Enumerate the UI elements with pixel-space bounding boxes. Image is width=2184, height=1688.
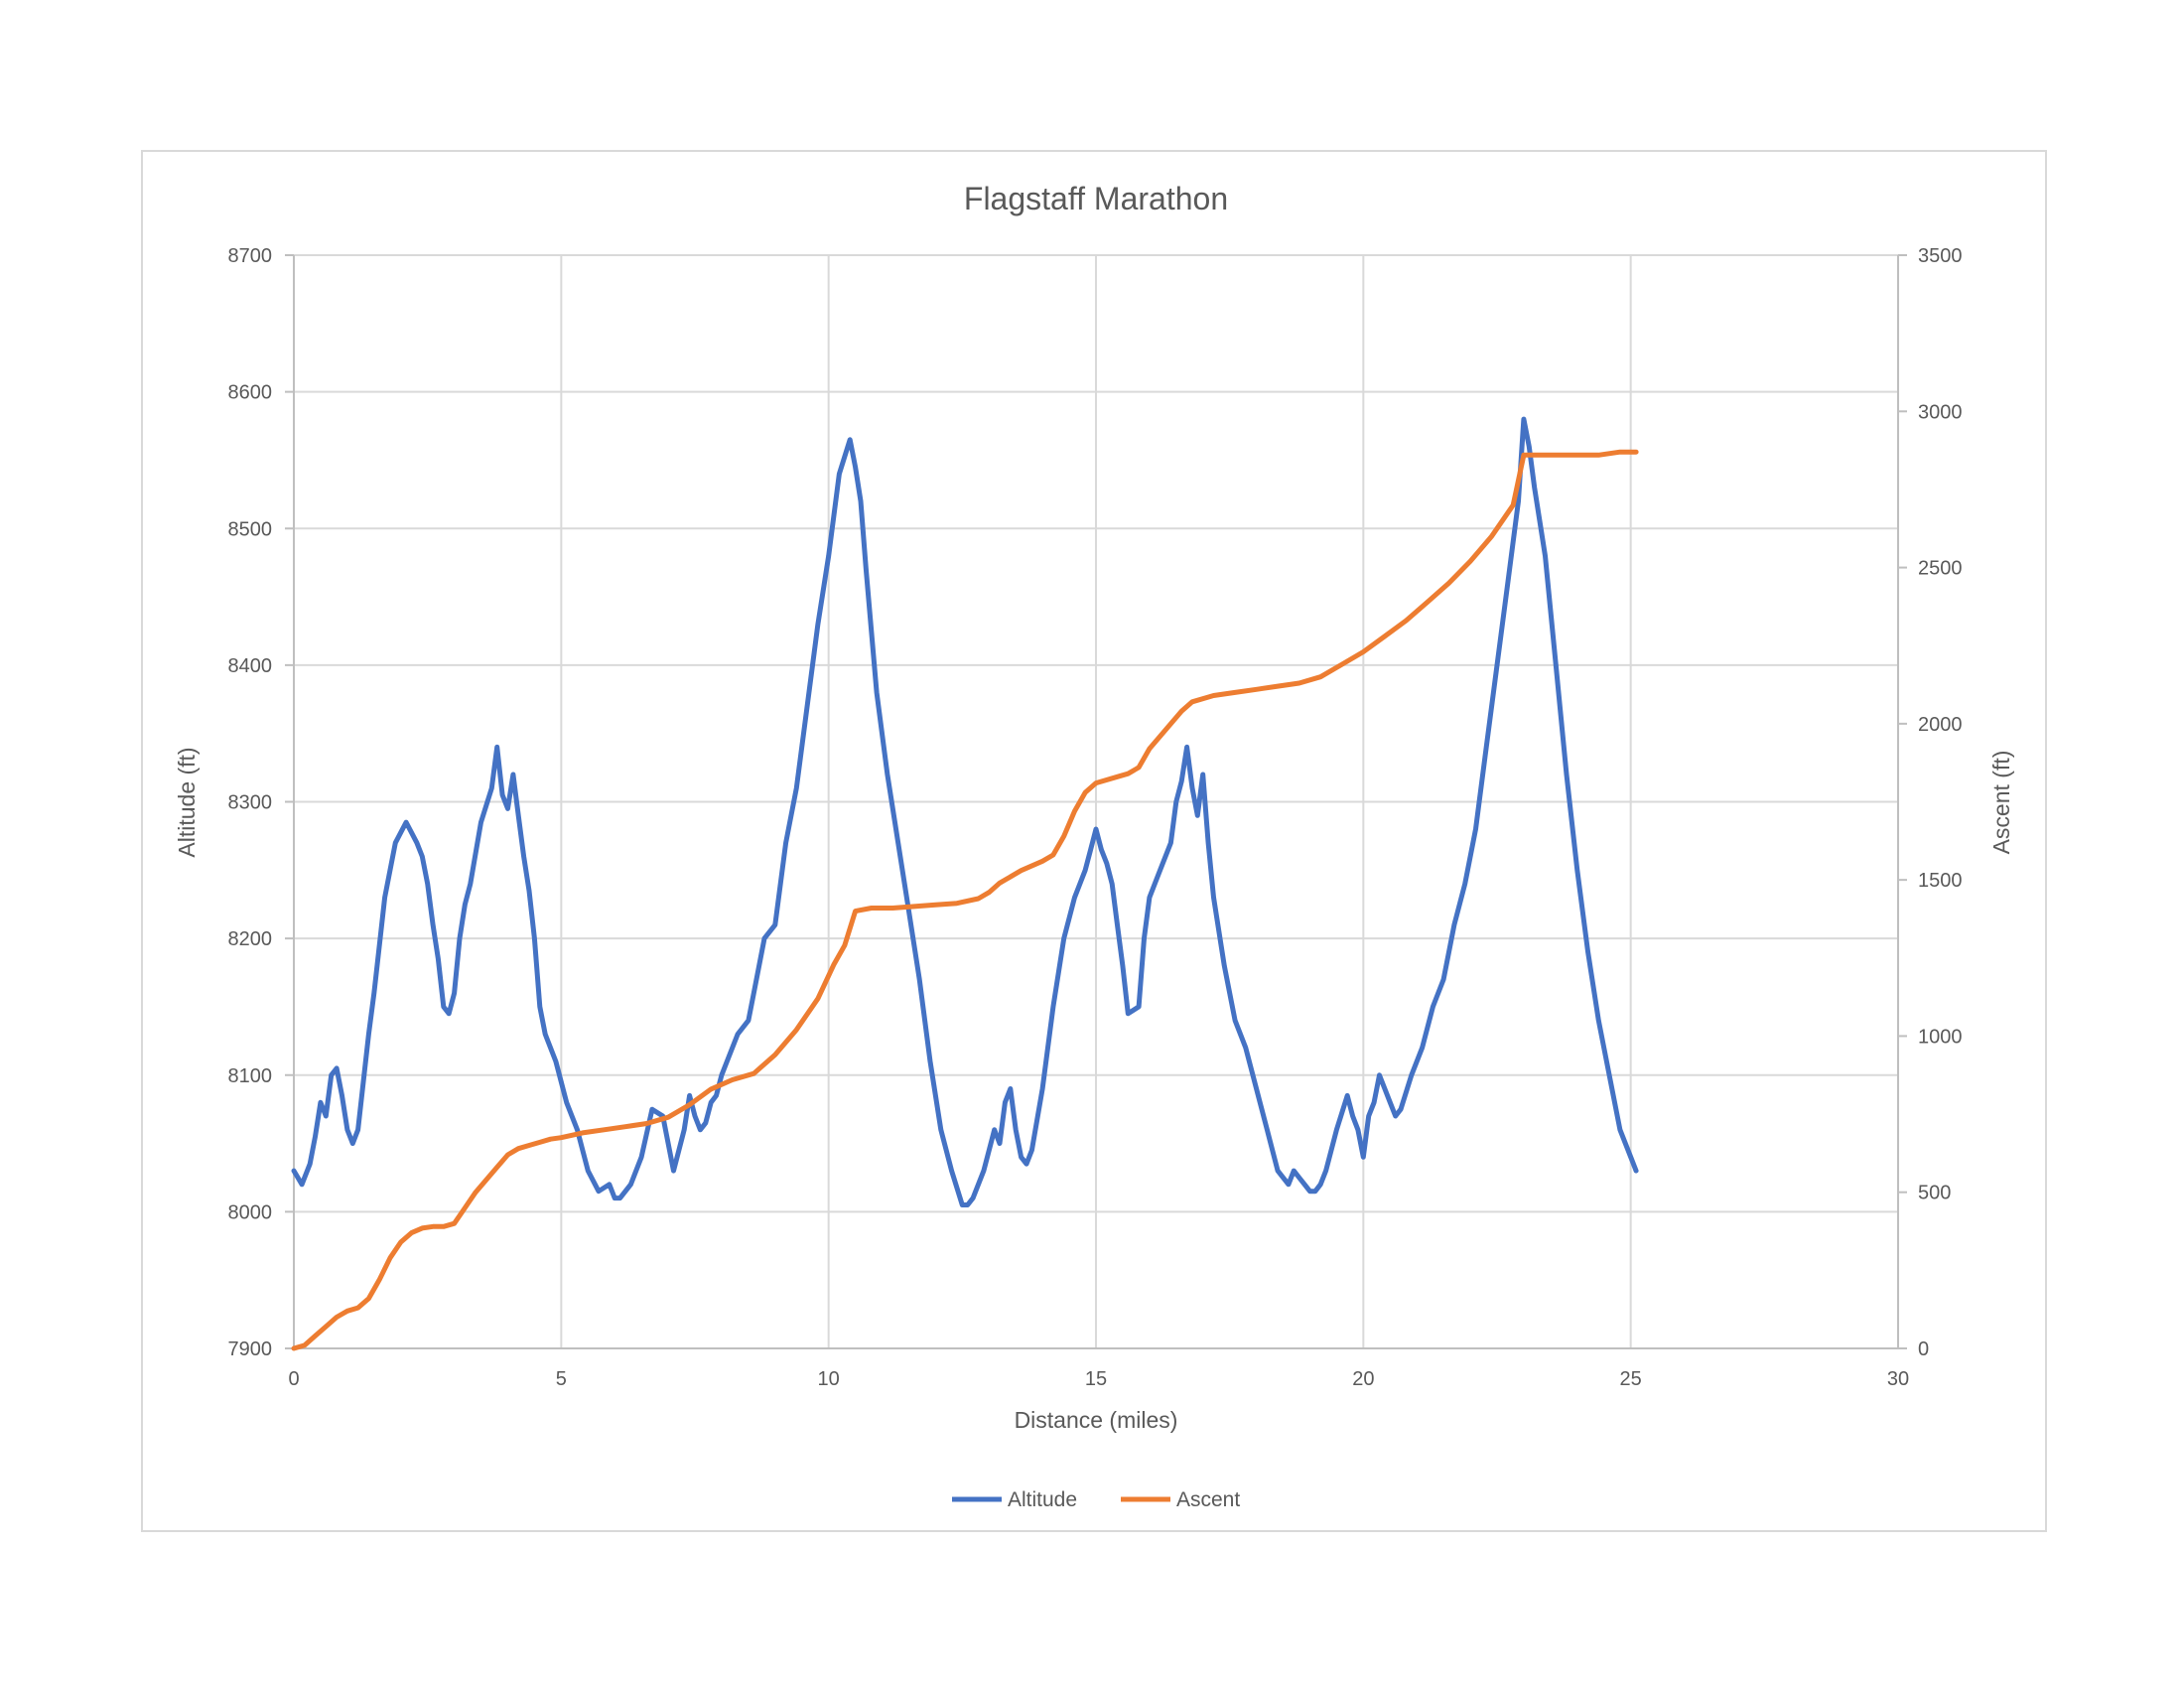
x-tick-label: 30 (1887, 1368, 1909, 1390)
y2-axis-title: Ascent (ft) (1988, 751, 2014, 855)
axes: 7900 8000 8100 8200 8300 8400 8500 8600 8700 0 5 10… (228, 245, 1963, 1390)
y2-tick-label: 0 (1918, 1338, 1929, 1360)
y2-tick-label: 2500 (1918, 558, 1963, 580)
y2-tick-label: 3000 (1918, 401, 1963, 423)
series-line-altitude (291, 416, 1639, 1207)
y2-tick-label: 3500 (1918, 245, 1963, 267)
legend-label-ascent: Ascent (1176, 1488, 1240, 1511)
x-tick-label: 25 (1620, 1368, 1642, 1390)
y-tick-label: 8700 (228, 245, 273, 267)
legend-label-altitude: Altitude (1008, 1488, 1077, 1511)
x-tick-label: 15 (1085, 1368, 1107, 1390)
chart-title: Flagstaff Marathon (964, 181, 1228, 216)
y-tick-label: 8000 (228, 1201, 273, 1223)
y2-tick-label: 1500 (1918, 870, 1963, 892)
y-tick-label: 8200 (228, 928, 273, 950)
gridlines (293, 254, 1899, 1349)
series-line-ascent (291, 449, 1639, 1351)
y2-tick-label: 2000 (1918, 714, 1963, 736)
y2-tick-label: 1000 (1918, 1026, 1963, 1048)
legend: Altitude Ascent (952, 1488, 1240, 1511)
x-axis-title: Distance (miles) (1015, 1407, 1178, 1433)
x-tick-label: 10 (818, 1368, 840, 1390)
series-layer (291, 416, 1639, 1351)
chart-area: 7900 8000 8100 8200 8300 8400 8500 8600 8700 0 5 10… (141, 150, 2047, 1532)
y-tick-label: 7900 (228, 1338, 273, 1360)
x-tick-label: 20 (1352, 1368, 1374, 1390)
x-tick-label: 0 (288, 1368, 299, 1390)
y-tick-label: 8400 (228, 655, 273, 677)
y2-tick-label: 500 (1918, 1183, 1951, 1204)
y-tick-label: 8300 (228, 792, 273, 814)
chart-canvas: 7900 8000 8100 8200 8300 8400 8500 8600 8700 0 5 10… (174, 181, 2014, 1511)
y-tick-label: 8100 (228, 1065, 273, 1087)
x-tick-label: 5 (556, 1368, 567, 1390)
y-tick-label: 8500 (228, 518, 273, 540)
y-tick-label: 8600 (228, 382, 273, 404)
y-axis-title: Altitude (ft) (174, 747, 200, 857)
